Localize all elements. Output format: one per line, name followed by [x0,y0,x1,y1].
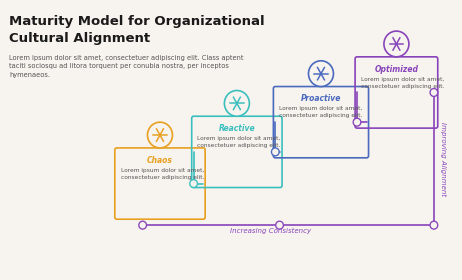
Text: Reactive: Reactive [219,124,255,133]
Text: Increasing Consistency: Increasing Consistency [230,228,311,234]
Circle shape [190,179,197,188]
Circle shape [353,118,361,126]
Circle shape [430,221,438,229]
Text: Lorem ipsum dolor sit amet,
consectetuer adipiscing elit.: Lorem ipsum dolor sit amet, consectetuer… [279,106,363,118]
Circle shape [225,90,249,116]
Circle shape [147,122,172,148]
Text: Maturity Model for Organizational
Cultural Alignment: Maturity Model for Organizational Cultur… [9,15,265,45]
Text: Optimized: Optimized [374,65,419,74]
Circle shape [430,88,438,96]
Circle shape [139,221,146,229]
Text: Improving Alignment: Improving Alignment [440,122,446,196]
Circle shape [272,148,279,156]
Text: Lorem ipsum dolor sit amet,
consectetuer adipiscing elit.: Lorem ipsum dolor sit amet, consectetuer… [197,136,281,148]
Circle shape [276,221,283,229]
Text: Chaos: Chaos [147,156,173,165]
Text: Lorem ipsum dolor sit amet,
consectetuer adipiscing elit.: Lorem ipsum dolor sit amet, consectetuer… [121,168,204,180]
Circle shape [384,31,409,57]
Circle shape [309,61,334,87]
Text: Lorem ipsum dolor sit amet, consectetuer adipiscing elit. Class aptent
taciti so: Lorem ipsum dolor sit amet, consectetuer… [9,55,243,78]
Text: Proactive: Proactive [301,94,341,103]
Text: Lorem ipsum dolor sit amet,
consectetuer adipiscing elit.: Lorem ipsum dolor sit amet, consectetuer… [361,77,444,89]
